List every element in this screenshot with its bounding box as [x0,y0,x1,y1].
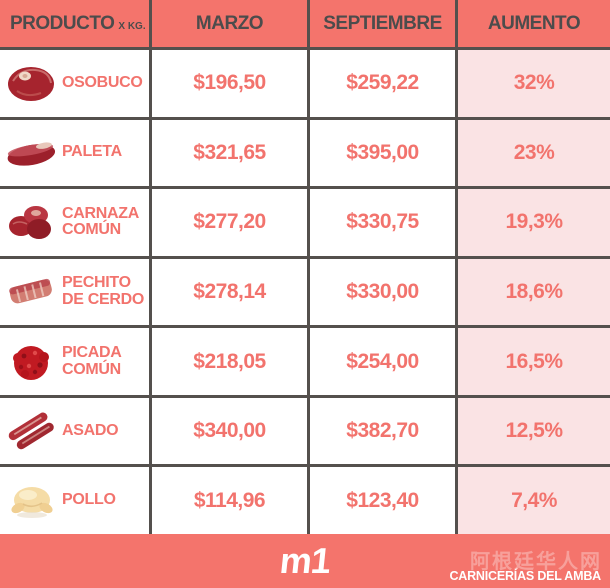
marzo-price: $196,50 [152,50,310,117]
septiembre-price: $123,40 [310,467,458,535]
septiembre-price: $254,00 [310,328,458,395]
aumento-value: 23% [458,119,610,187]
marzo-price: $277,20 [152,189,310,256]
pollo-photo-icon [11,486,53,518]
product-cell: PECHITO DE CERDO [0,258,152,326]
osobuco-photo-icon [8,67,54,102]
product-cell: ASADO [0,397,152,465]
table-row: PICADA COMÚN $218,05 $254,00 16,5% [0,325,610,395]
table-row: PALETA $321,65 $395,00 23% [0,116,610,187]
septiembre-price: $259,22 [310,50,458,117]
marzo-price: $340,00 [152,397,310,465]
aumento-value: 12,5% [458,397,610,465]
product-cell: OSOBUCO [0,50,152,117]
pechito-photo-icon [9,278,52,304]
marzo-price: $218,05 [152,328,310,395]
product-label: PALETA [62,143,122,161]
header-product-unit: X KG. [118,21,146,32]
product-label: PICADA COMÚN [62,343,121,378]
product-cell: PICADA COMÚN [0,328,152,395]
marzo-price: $278,14 [152,258,310,326]
paleta-photo-icon [7,142,56,166]
aumento-value: 32% [458,50,610,117]
aumento-value: 19,3% [458,189,610,256]
carnaza-photo-icon [9,206,51,240]
septiembre-price: $395,00 [310,119,458,187]
footer-bar: m1 阿根廷华人网 CARNICERÍAS DEL AMBA [0,534,610,588]
product-label: CARNAZA COMÚN [62,204,139,239]
aumento-value: 7,4% [458,467,610,535]
aumento-value: 18,6% [458,258,610,326]
header-product: PRODUCTO X KG. [0,0,152,47]
septiembre-price: $330,00 [310,258,458,326]
asado-photo-icon [8,412,54,450]
m1-logo: m1 [277,540,333,582]
marzo-price: $321,65 [152,119,310,187]
table-row: CARNAZA COMÚN $277,20 $330,75 19,3% [0,186,610,256]
table-row: PECHITO DE CERDO $278,14 $330,00 18,6% [0,255,610,326]
product-cell: PALETA [0,119,152,187]
product-label: POLLO [62,491,116,509]
table-header-row: PRODUCTO X KG. MARZO SEPTIEMBRE AUMENTO [0,0,610,47]
product-label: PECHITO DE CERDO [62,274,145,309]
septiembre-price: $330,75 [310,189,458,256]
header-marzo: MARZO [152,0,310,47]
product-label: ASADO [62,421,119,439]
header-septiembre: SEPTIEMBRE [310,0,458,47]
septiembre-price: $382,70 [310,397,458,465]
brand-caption: CARNICERÍAS DEL AMBA [449,569,601,584]
product-label: OSOBUCO [62,73,143,91]
table-row: POLLO $114,96 $123,40 7,4% [0,464,610,535]
marzo-price: $114,96 [152,467,310,535]
header-aumento: AUMENTO [458,0,610,47]
aumento-value: 16,5% [458,328,610,395]
table-row: ASADO $340,00 $382,70 12,5% [0,394,610,465]
header-product-label: PRODUCTO [10,12,115,34]
table-row: OSOBUCO $196,50 $259,22 32% [0,47,610,117]
product-cell: POLLO [0,467,152,535]
picada-photo-icon [13,345,49,380]
product-cell: CARNAZA COMÚN [0,189,152,256]
